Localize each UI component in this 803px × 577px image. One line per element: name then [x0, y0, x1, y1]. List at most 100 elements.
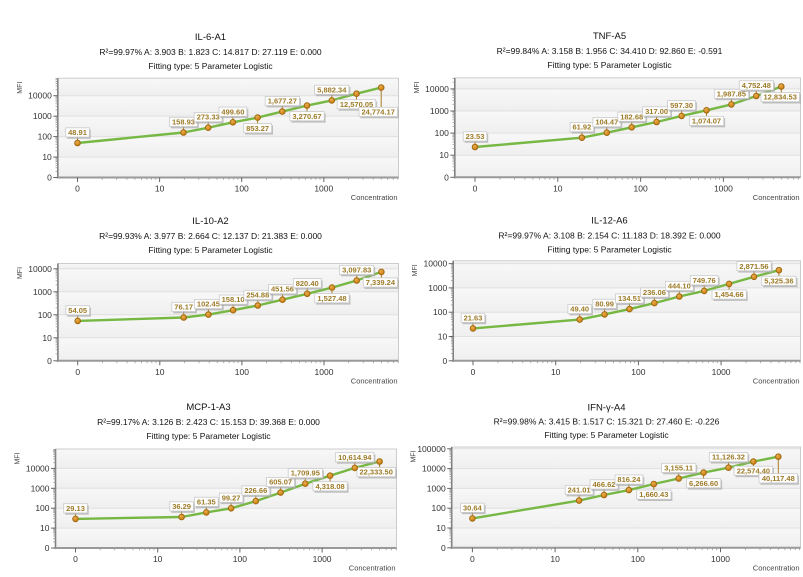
svg-text:10: 10: [155, 184, 165, 194]
svg-text:10: 10: [438, 332, 448, 342]
svg-text:4,318.08: 4,318.08: [315, 482, 344, 491]
svg-text:597.30: 597.30: [670, 101, 693, 110]
svg-text:816.24: 816.24: [617, 475, 641, 484]
svg-text:R²=99.97% A: 3.108 B: 2.154 C:: R²=99.97% A: 3.108 B: 2.154 C: 11.183 D:…: [498, 230, 720, 240]
svg-text:451.56: 451.56: [271, 285, 294, 294]
svg-text:Concentration: Concentration: [753, 193, 800, 202]
svg-text:R²=99.97% A: 3.903 B: 1.823 C:: R²=99.97% A: 3.903 B: 1.823 C: 14.817 D:…: [99, 47, 321, 57]
svg-text:102.45: 102.45: [197, 300, 220, 309]
svg-text:1000: 1000: [314, 184, 333, 194]
svg-text:10: 10: [553, 184, 563, 194]
svg-text:11,126.32: 11,126.32: [712, 453, 745, 462]
svg-text:48.91: 48.91: [68, 128, 87, 137]
svg-text:MFI: MFI: [17, 267, 24, 279]
svg-text:1000: 1000: [33, 111, 52, 121]
svg-text:29.13: 29.13: [66, 504, 85, 513]
svg-text:104.47: 104.47: [595, 118, 618, 127]
svg-text:236.06: 236.06: [643, 288, 666, 297]
svg-text:76.17: 76.17: [174, 303, 193, 312]
svg-text:21.63: 21.63: [464, 313, 483, 322]
svg-text:R²=99.98% A: 3.415 B: 1.517 C:: R²=99.98% A: 3.415 B: 1.517 C: 15.321 D:…: [494, 416, 720, 426]
svg-text:R²=99.93% A: 3.977 B: 2.664 C:: R²=99.93% A: 3.977 B: 2.664 C: 12.137 D:…: [99, 231, 322, 241]
svg-text:10,614.94: 10,614.94: [338, 453, 372, 462]
svg-text:134.51: 134.51: [618, 294, 641, 303]
svg-text:30.64: 30.64: [463, 503, 483, 512]
svg-text:MCP-1-A3: MCP-1-A3: [186, 402, 230, 413]
svg-text:10: 10: [550, 554, 560, 564]
svg-text:1,677.27: 1,677.27: [268, 97, 297, 106]
svg-text:10: 10: [42, 333, 52, 343]
svg-text:R²=99.17% A: 3.126 B: 2.423 C:: R²=99.17% A: 3.126 B: 2.423 C: 15.153 D:…: [97, 417, 320, 427]
svg-text:12,834.53: 12,834.53: [764, 93, 797, 102]
svg-text:100: 100: [634, 184, 648, 194]
svg-text:1000: 1000: [714, 184, 733, 194]
svg-text:0: 0: [75, 367, 80, 377]
svg-text:22,574.40: 22,574.40: [737, 466, 770, 475]
svg-text:100: 100: [38, 310, 52, 320]
svg-text:100000: 100000: [417, 444, 446, 454]
svg-text:226.66: 226.66: [244, 486, 267, 495]
svg-text:273.33: 273.33: [197, 113, 220, 122]
svg-text:1,660.43: 1,660.43: [639, 490, 668, 499]
svg-text:10000: 10000: [422, 464, 446, 474]
svg-text:0: 0: [47, 356, 52, 366]
svg-text:3,270.67: 3,270.67: [292, 112, 321, 121]
svg-text:444.10: 444.10: [668, 282, 691, 291]
svg-text:12,570.05: 12,570.05: [340, 100, 373, 109]
svg-text:IL-6-A1: IL-6-A1: [195, 32, 226, 43]
svg-text:Concentration: Concentration: [349, 564, 396, 573]
svg-text:10: 10: [439, 150, 449, 160]
svg-text:0: 0: [471, 367, 476, 377]
svg-text:10: 10: [551, 367, 561, 377]
svg-text:10000: 10000: [425, 84, 449, 94]
svg-text:1000: 1000: [315, 367, 334, 377]
svg-text:100: 100: [35, 503, 49, 513]
svg-text:0: 0: [45, 543, 50, 553]
svg-text:0: 0: [444, 172, 449, 182]
svg-text:MFI: MFI: [411, 450, 418, 462]
svg-text:0: 0: [75, 184, 80, 194]
svg-text:1,074.07: 1,074.07: [692, 117, 721, 126]
svg-text:100: 100: [432, 503, 446, 513]
svg-text:Fitting type: 5 Parameter Logi: Fitting type: 5 Parameter Logistic: [146, 431, 271, 441]
svg-text:0: 0: [470, 554, 475, 564]
svg-text:MFI: MFI: [414, 81, 421, 93]
svg-text:6,266.60: 6,266.60: [689, 479, 718, 488]
svg-text:1000: 1000: [33, 287, 52, 297]
svg-text:466.62: 466.62: [593, 480, 616, 489]
svg-text:0: 0: [441, 543, 446, 553]
svg-text:5,325.36: 5,325.36: [764, 276, 793, 285]
svg-text:1000: 1000: [711, 554, 730, 564]
svg-text:100: 100: [233, 554, 247, 564]
svg-text:0: 0: [47, 173, 52, 183]
svg-text:3,097.83: 3,097.83: [342, 266, 371, 275]
svg-text:10: 10: [155, 367, 165, 377]
svg-text:5,882.34: 5,882.34: [317, 85, 347, 94]
svg-text:2,871.56: 2,871.56: [739, 262, 768, 271]
svg-text:IFN-γ-A4: IFN-γ-A4: [588, 402, 626, 413]
svg-text:1000: 1000: [428, 283, 447, 293]
svg-text:10: 10: [153, 554, 163, 564]
svg-text:1000: 1000: [31, 483, 50, 493]
svg-text:241.01: 241.01: [568, 486, 591, 495]
svg-text:MFI: MFI: [15, 452, 22, 464]
svg-text:61.35: 61.35: [197, 497, 216, 506]
svg-text:10000: 10000: [28, 264, 52, 274]
svg-text:IL-12-A6: IL-12-A6: [591, 215, 627, 226]
svg-text:317.00: 317.00: [645, 107, 668, 116]
svg-text:MFI: MFI: [17, 82, 24, 94]
svg-text:10: 10: [436, 523, 446, 533]
svg-text:0: 0: [73, 554, 78, 564]
svg-text:Fitting type: 5 Parameter Logi: Fitting type: 5 Parameter Logistic: [547, 244, 672, 254]
svg-text:1000: 1000: [712, 367, 731, 377]
svg-text:820.40: 820.40: [296, 279, 319, 288]
svg-text:23.53: 23.53: [466, 132, 485, 141]
svg-text:100: 100: [433, 307, 447, 317]
svg-text:1000: 1000: [427, 483, 446, 493]
svg-text:Concentration: Concentration: [351, 193, 398, 202]
svg-text:Fitting type: 5 Parameter Logi: Fitting type: 5 Parameter Logistic: [547, 60, 672, 70]
svg-text:100: 100: [235, 367, 249, 377]
svg-text:100: 100: [38, 132, 52, 142]
svg-text:10000: 10000: [424, 259, 448, 269]
svg-text:MFI: MFI: [412, 264, 419, 276]
